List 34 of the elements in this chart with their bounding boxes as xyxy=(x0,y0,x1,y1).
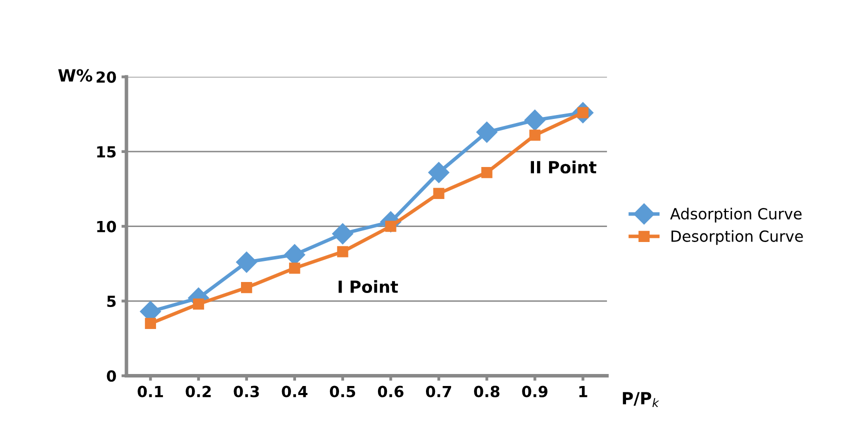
legend-label: Adsorption Curve xyxy=(670,208,802,222)
point xyxy=(476,122,498,143)
x-tick-label: 0.2 xyxy=(186,386,211,398)
y-tick-label: 10 xyxy=(97,220,116,232)
x-tick-label: 0.1 xyxy=(138,386,163,398)
y-axis-title: W% xyxy=(58,69,92,82)
point xyxy=(529,130,540,141)
y-tick-label: 0 xyxy=(106,370,116,382)
point xyxy=(236,252,258,273)
point xyxy=(289,262,300,274)
y-tick-label: 15 xyxy=(97,146,116,158)
point xyxy=(241,282,252,294)
y-tick-label: 20 xyxy=(96,71,116,83)
x-tick-label: 0.5 xyxy=(330,386,356,398)
annotation: II Point xyxy=(530,160,596,174)
point xyxy=(428,162,450,184)
y-tick-label: 5 xyxy=(107,296,116,308)
x-tick-label: 0.3 xyxy=(234,386,259,398)
point xyxy=(192,298,204,310)
annotation: I Point xyxy=(338,280,398,294)
x-axis-title: P/P$_{k}$ xyxy=(622,392,660,407)
point xyxy=(337,246,348,258)
point xyxy=(524,110,546,131)
point xyxy=(481,166,492,178)
x-tick-label: 0.6 xyxy=(378,386,404,398)
x-tick-label: 1 xyxy=(579,386,588,398)
point xyxy=(332,223,354,244)
x-tick-label: 0.8 xyxy=(474,386,500,398)
legend-label: Desorption Curve xyxy=(672,230,803,245)
x-tick-label: 0.7 xyxy=(426,386,452,398)
point xyxy=(433,188,444,199)
x-tick-label: 0.4 xyxy=(282,386,308,398)
x-tick-label: 0.9 xyxy=(522,386,548,398)
point xyxy=(144,318,156,330)
